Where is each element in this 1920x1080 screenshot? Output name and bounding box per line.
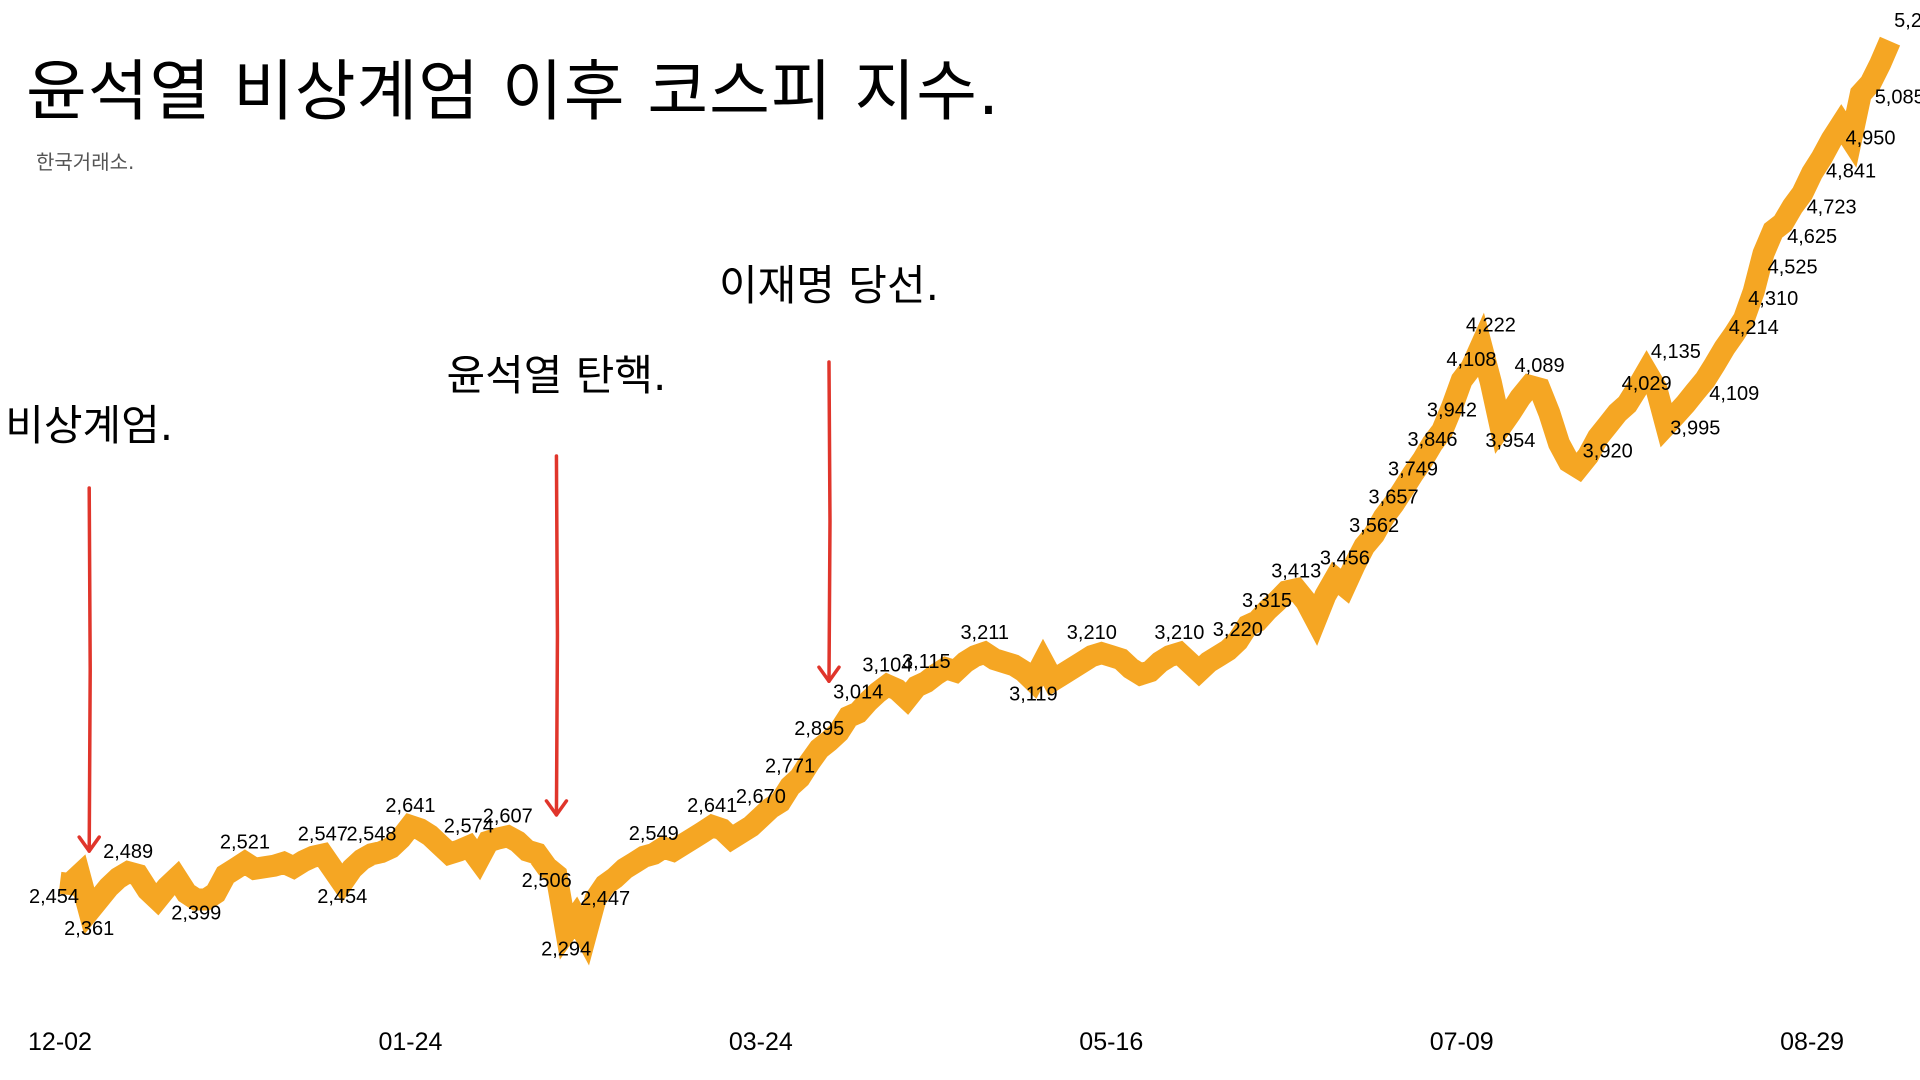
data-label: 3,657 — [1369, 486, 1419, 508]
data-label: 3,749 — [1388, 458, 1438, 480]
data-label: 3,562 — [1349, 515, 1399, 537]
data-label: 3,211 — [960, 622, 1009, 644]
annotation: 윤석열 탄핵. — [446, 351, 666, 817]
x-tick-label: 01-24 — [378, 1028, 442, 1056]
data-label: 4,089 — [1515, 355, 1565, 377]
data-label: 4,135 — [1651, 341, 1701, 363]
page-title: 윤석열 비상계엄 이후 코스피 지수. — [26, 53, 1000, 130]
annotation: 비상계엄. — [5, 401, 173, 853]
data-label: 3,014 — [833, 682, 883, 704]
data-label: 3,995 — [1670, 418, 1720, 440]
data-label: 2,641 — [385, 795, 435, 817]
data-label: 4,625 — [1787, 226, 1837, 248]
data-label: 2,361 — [64, 918, 114, 940]
data-label: 3,210 — [1154, 622, 1204, 644]
data-label: 5,085 — [1875, 86, 1920, 108]
x-tick-label: 07-09 — [1430, 1028, 1494, 1056]
annotation-label: 비상계엄. — [5, 401, 173, 450]
x-tick-label: 05-16 — [1079, 1028, 1143, 1056]
data-label: 2,548 — [346, 823, 396, 845]
arrow-down-icon — [77, 835, 101, 853]
data-label: 3,220 — [1213, 619, 1263, 641]
arrow-down-icon — [544, 799, 569, 817]
annotations-layer: 비상계엄. 윤석열 탄핵. 이재명 당선. — [5, 261, 939, 853]
data-label: 2,549 — [629, 823, 679, 845]
data-label: 2,506 — [522, 870, 572, 892]
data-labels-layer: 2,454 2,361 2,489 2,399 2,521 2,547 2,454 2,548… — [29, 10, 1920, 960]
data-label: 2,399 — [171, 903, 221, 925]
data-label: 3,413 — [1271, 560, 1321, 582]
data-label: 3,119 — [1009, 684, 1058, 706]
data-label: 4,109 — [1709, 383, 1759, 405]
data-label: 4,222 — [1466, 315, 1516, 337]
data-label: 4,950 — [1846, 127, 1896, 149]
data-label: 2,447 — [580, 888, 630, 910]
data-label: 2,521 — [220, 831, 270, 853]
data-label: 2,547 — [298, 824, 348, 846]
data-label: 2,607 — [483, 805, 533, 827]
data-label: 3,954 — [1485, 430, 1535, 452]
annotation-label: 이재명 당선. — [719, 261, 939, 310]
data-label: 3,315 — [1242, 590, 1292, 612]
arrow-down-icon — [817, 665, 841, 683]
x-tick-label: 12-02 — [28, 1028, 92, 1056]
data-label: 4,723 — [1807, 196, 1857, 218]
series-layer — [58, 36, 1901, 966]
data-label: 3,456 — [1320, 547, 1370, 569]
annotation-label: 윤석열 탄핵. — [446, 351, 666, 400]
data-label: 2,489 — [103, 841, 153, 863]
data-label: 4,108 — [1446, 349, 1496, 371]
data-label: 2,294 — [541, 938, 591, 960]
data-label: 4,029 — [1622, 373, 1672, 395]
data-label: 2,771 — [765, 755, 815, 777]
annotation: 이재명 당선. — [719, 261, 939, 683]
data-label: 2,574 — [444, 815, 494, 837]
data-label: 4,525 — [1768, 257, 1818, 279]
arrow-shaft — [554, 454, 560, 817]
page-subtitle: 한국거래소. — [36, 150, 135, 174]
data-label: 2,454 — [317, 886, 367, 908]
data-label: 3,115 — [902, 651, 951, 673]
data-label: 2,895 — [794, 718, 844, 740]
data-label: 4,214 — [1729, 317, 1779, 339]
data-label: 3,210 — [1067, 622, 1117, 644]
data-label: 3,846 — [1407, 429, 1457, 451]
x-tick-label: 08-29 — [1780, 1028, 1844, 1056]
data-label: 2,641 — [687, 795, 737, 817]
data-label: 2,454 — [29, 886, 79, 908]
data-label: 4,310 — [1748, 288, 1798, 310]
data-label: 3,942 — [1427, 400, 1477, 422]
x-tick-label: 03-24 — [729, 1028, 793, 1056]
data-label: 3,104 — [862, 654, 912, 676]
arrow-shaft — [87, 486, 92, 853]
data-label: 4,841 — [1826, 160, 1876, 182]
arrow-shaft — [827, 360, 832, 683]
data-label: 3,920 — [1583, 440, 1633, 462]
data-label: 2,670 — [736, 786, 786, 808]
data-label: 5,224 — [1894, 10, 1920, 32]
kospi-series-line — [58, 36, 1901, 966]
